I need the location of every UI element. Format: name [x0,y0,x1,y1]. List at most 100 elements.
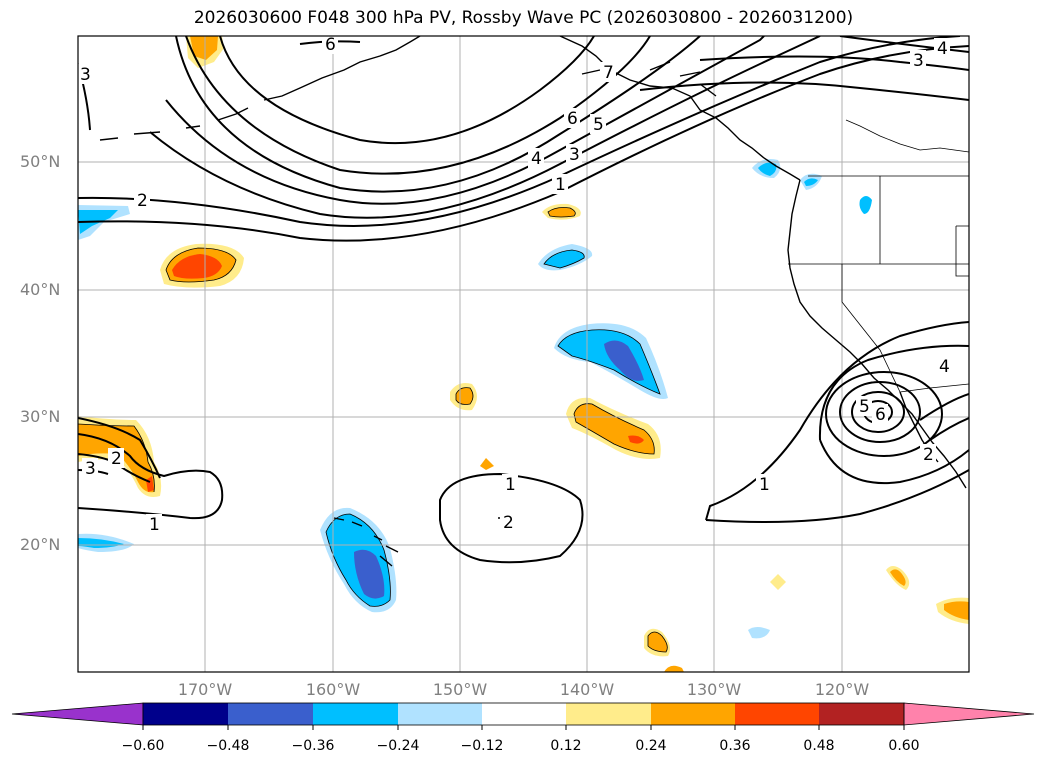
pv-contour-3 [149,36,821,219]
contour-label-layer: 3 6 7 4 3 6 5 4 3 1 2 4 6 5 2 1 1 2 3 [76,34,952,535]
anomaly-outline [165,247,237,283]
west-coast [787,179,967,489]
pv-contour-cutoff [919,393,969,441]
hawaii-islands [333,517,399,567]
positive-anomaly-shade [628,435,644,444]
contour-label: 5 [593,115,604,135]
pv-contour-upper-right [699,55,969,71]
pv-contour-7 [219,36,595,145]
colorbar-tick-label: 0.48 [803,738,835,754]
contour-label: 4 [937,39,948,59]
pv-contour-upper-right [639,81,969,101]
contour-label: 2 [111,449,122,469]
map-border [77,35,970,673]
colorbar-tick-label: −0.12 [460,738,504,754]
colorbar-segment [566,703,651,725]
lat-label-40n: 40°N [20,280,61,299]
pv-contour-cutoff-ring [851,391,905,433]
positive-anomaly-shade [890,569,906,586]
positive-anomaly-shade [146,476,154,492]
colorbar-segment [482,703,566,725]
alaska-coast [581,61,717,97]
contour-label: 3 [85,459,96,479]
colorbar-segment [228,703,313,725]
lon-label-140w: 140°W [559,680,615,699]
anomaly-outline [557,329,661,395]
negative-anomaly-shade [804,178,818,186]
contour-label: 4 [531,149,542,169]
pv-contour-cutoff [705,469,969,523]
colorbar-segment [819,703,904,725]
negative-anomaly-shade [748,627,770,639]
anomaly-outline [325,513,391,607]
colorbar-segment [313,703,398,725]
pv-contour-upper-right [839,36,969,53]
anomaly-outline [543,249,585,269]
positive-anomaly-shade [480,458,494,470]
colorbar-tick-label: −0.36 [291,738,335,754]
contour-label: 3 [913,51,924,71]
contour-label: 6 [325,35,336,55]
lat-label-50n: 50°N [20,152,61,171]
positive-anomaly-shade [190,36,218,60]
lon-label-160w: 160°W [305,680,361,699]
lon-label-150w: 150°W [432,680,488,699]
state-border [955,225,969,277]
colorbar-tick-label: 0.24 [635,738,667,754]
contour-label: 2 [923,445,934,465]
negative-anomaly-shade [758,162,777,176]
anomaly-outline [647,631,668,653]
lon-label-130w: 130°W [686,680,742,699]
pv-contour-cutoff [818,344,969,484]
anomaly-outline [547,207,576,218]
contour-label: 1 [759,475,770,495]
colorbar-segment [735,703,819,725]
contour-label: 5 [859,397,870,417]
positive-anomaly-shade [944,601,969,620]
positive-anomaly-shade [548,207,576,217]
pv-contour-5 [175,36,701,193]
pv-contour-cutoff-ring [825,371,943,457]
positive-anomaly-shade [770,574,786,590]
negative-anomaly-shade [859,196,872,214]
pv-contour-closed [439,472,584,564]
contour-label: 4 [939,357,950,377]
colorbar-frame [142,702,905,726]
graticule [78,36,969,672]
colorbar-tick-label: 0.60 [888,738,920,754]
colorbar-tick-label: −0.60 [121,738,165,754]
pv-contour-cutoff [705,321,969,521]
contour-label: 1 [149,515,160,535]
state-border [845,119,969,153]
map-plot-area [78,36,969,672]
contour-label: 6 [567,109,578,129]
pv-contour-left [78,417,161,479]
negative-anomaly-shade [604,340,644,381]
map-title: 2026030600 F048 300 hPa PV, Rossby Wave … [193,8,854,28]
colorbar-tick-label: 0.12 [550,738,582,754]
colorbar-segment [651,703,735,725]
colorbar-segment [143,703,228,725]
colorbar-segment [398,703,482,725]
pv-contour-left [78,433,224,520]
colorbar-tick-label: −0.48 [206,738,250,754]
colorbar-extend-high [903,702,1035,726]
lon-label-170w: 170°W [177,680,233,699]
state-border [841,264,901,393]
positive-anomaly-shade [172,254,222,279]
contour-label: 6 [875,405,886,425]
lon-label-120w: 120°W [814,680,870,699]
contour-label: 2 [503,513,514,533]
positive-anomaly-shade [664,665,684,672]
colorbar-extend-low [11,702,144,726]
colorbar-tick-label: 0.36 [719,738,751,754]
pv-contour-cutoff-ring [839,381,921,443]
negative-anomaly-shade [544,250,585,268]
contour-label: 3 [80,65,91,85]
pv-contour-4 [165,36,765,205]
contour-label: 3 [569,145,580,165]
negative-anomaly-shade [354,549,385,599]
lat-label-30n: 30°N [20,407,61,426]
colorbar-tick-label: −0.24 [376,738,420,754]
